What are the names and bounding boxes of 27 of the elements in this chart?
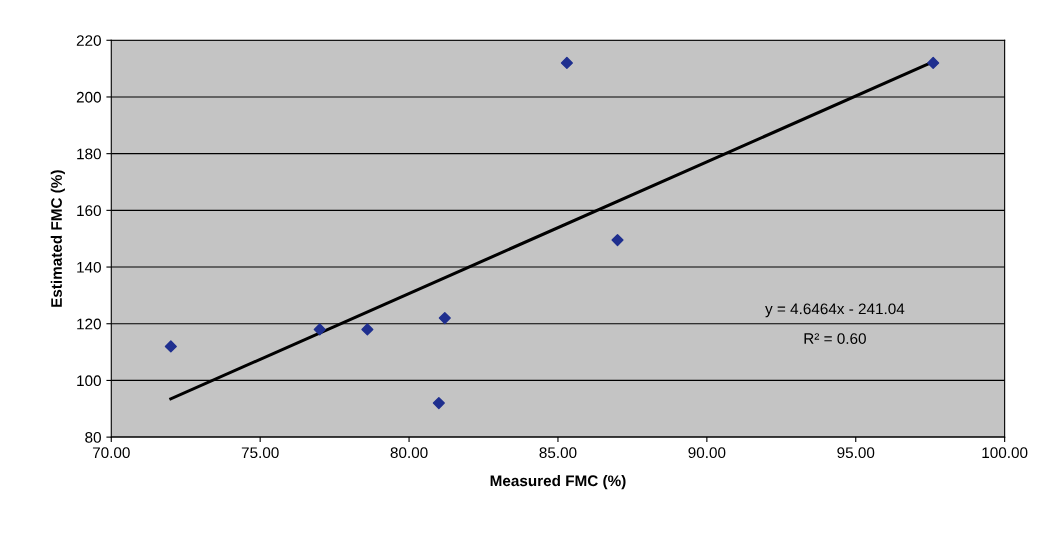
point bbox=[927, 56, 940, 70]
y-tick-label: 200 bbox=[76, 91, 101, 103]
y-tick-label: 120 bbox=[77, 318, 101, 330]
point bbox=[432, 397, 445, 410]
x-tick-label: 90.00 bbox=[688, 447, 726, 459]
x-tick-label: 100.00 bbox=[982, 447, 1028, 459]
annotation: R² = 0.60 bbox=[804, 333, 866, 344]
y-tick-label: 100 bbox=[77, 375, 101, 387]
y-tick-label: 160 bbox=[77, 205, 101, 217]
point bbox=[611, 234, 624, 247]
x-tick-label: 75.00 bbox=[241, 447, 279, 459]
y-tick-label: 220 bbox=[76, 35, 101, 46]
y-tick-label: 180 bbox=[77, 148, 101, 160]
x-axis-title: Measured FMC (%) bbox=[490, 474, 626, 490]
point bbox=[438, 311, 451, 325]
y-axis-title: Estimated FMC (%) bbox=[50, 170, 65, 307]
point bbox=[164, 340, 177, 353]
x-tick-label: 80.00 bbox=[390, 447, 428, 459]
point bbox=[560, 56, 573, 70]
y-tick-label: 140 bbox=[77, 261, 101, 273]
y-tick-label: 80 bbox=[85, 431, 101, 443]
x-tick-label: 70.00 bbox=[92, 447, 130, 459]
x-tick-label: 95.00 bbox=[837, 447, 875, 459]
annotation: y = 4.6464x - 241.04 bbox=[765, 303, 905, 318]
point bbox=[313, 323, 326, 336]
point bbox=[361, 323, 374, 336]
x-tick-label: 85.00 bbox=[539, 447, 577, 459]
